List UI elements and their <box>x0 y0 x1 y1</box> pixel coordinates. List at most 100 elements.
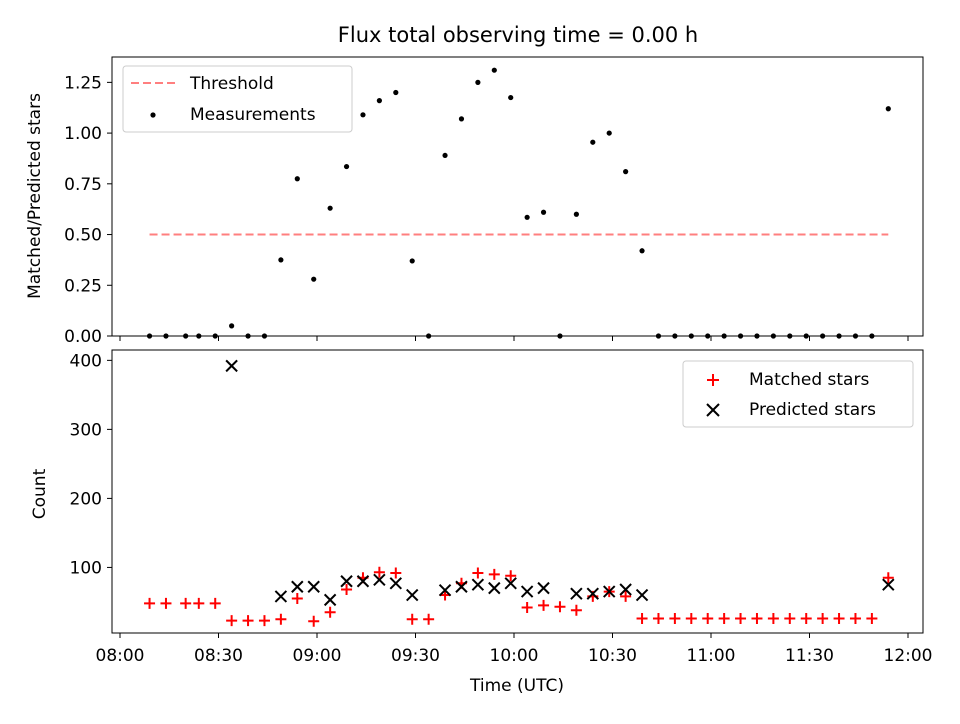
bottom-y-tick-label: 300 <box>70 420 102 440</box>
measurement-point <box>294 176 300 182</box>
measurement-point <box>540 209 547 215</box>
measurement-point <box>524 214 530 220</box>
bottom-y-tick-label: 400 <box>70 351 102 371</box>
matched-star-point <box>390 567 402 579</box>
matched-star-point <box>488 568 500 580</box>
matched-star-point <box>373 566 385 578</box>
predicted-star-point <box>438 583 452 597</box>
matched-star-point <box>160 597 172 609</box>
legend-measurements-label: Measurements <box>190 105 316 125</box>
matched-star-point <box>685 613 697 625</box>
matched-star-point <box>144 597 156 609</box>
bottom-legend: Matched stars Predicted stars <box>682 360 914 428</box>
matched-star-point <box>702 613 714 625</box>
chart-title: Flux total observing time = 0.00 h <box>338 23 698 47</box>
top-y-tick-label: 0.75 <box>64 175 102 195</box>
matched-star-point <box>472 567 484 579</box>
top-panel: 0.00 0.25 0.50 0.75 1.00 1.25 Matched/Predict… <box>25 56 924 347</box>
matched-star-point <box>669 613 681 625</box>
matched-star-point <box>538 599 550 611</box>
bottom-x-tick-label: 09:30 <box>391 646 440 666</box>
predicted-star-point <box>307 580 320 593</box>
legend-predicted-label: Predicted stars <box>749 400 876 420</box>
measurement-point <box>885 106 891 112</box>
legend-matched-swatch <box>707 374 719 386</box>
matched-star-point <box>636 613 648 625</box>
bottom-x-tick-label: 11:00 <box>687 646 736 666</box>
matched-star-point <box>735 613 747 625</box>
measurement-point <box>376 98 382 104</box>
top-axes-frame <box>111 56 924 337</box>
predicted-star-point <box>586 587 600 600</box>
matched-star-point <box>258 615 270 627</box>
top-legend: Threshold Measurements <box>122 65 353 133</box>
predicted-star-point <box>603 585 616 598</box>
predicted-star-point <box>520 585 534 598</box>
measurement-point <box>360 112 366 118</box>
measurement-point <box>475 79 481 85</box>
measurement-point <box>442 152 448 159</box>
measurement-point <box>573 211 579 217</box>
matched-star-point <box>800 613 812 625</box>
bottom-x-tick-label: 11:30 <box>785 646 834 666</box>
predicted-star-point <box>537 581 550 595</box>
measurement-point <box>491 67 497 73</box>
matched-star-point <box>718 613 730 625</box>
measurement-point <box>639 248 645 254</box>
matched-star-point <box>784 613 796 625</box>
matched-star-point <box>833 613 845 625</box>
predicted-star-point <box>406 588 419 602</box>
matched-star-point <box>554 601 566 613</box>
top-legend-box <box>122 65 353 133</box>
measurement-point <box>229 323 235 329</box>
bottom-x-ticks: 08:00 08:30 09:00 09:30 10:00 10:30 11:00 11:30… <box>96 633 933 666</box>
top-y-tick-label: 0.00 <box>64 327 102 347</box>
bottom-x-tick-label: 10:30 <box>588 646 637 666</box>
predicted-star-point <box>455 580 468 593</box>
top-y-tick-label: 1.00 <box>64 124 102 144</box>
bottom-legend-box <box>682 360 914 428</box>
predicted-star-point <box>291 580 304 593</box>
bottom-y-tick-label: 200 <box>70 489 102 509</box>
bottom-x-axis-label: Time (UTC) <box>469 676 564 696</box>
matched-star-point <box>652 613 664 625</box>
matched-star-point <box>324 606 336 618</box>
matched-star-point <box>242 615 254 627</box>
matched-star-point <box>308 615 320 627</box>
predicted-star-point <box>225 359 238 373</box>
matched-star-point <box>849 613 861 625</box>
bottom-x-tick-label: 08:00 <box>96 646 145 666</box>
matched-star-point <box>882 572 894 584</box>
matched-star-point <box>817 613 829 625</box>
predicted-star-point <box>504 577 517 590</box>
predicted-star-point <box>619 583 632 596</box>
matched-star-point <box>275 613 287 625</box>
matched-star-point <box>209 597 221 609</box>
matched-star-point <box>180 597 192 609</box>
top-y-tick-label: 0.25 <box>64 276 102 296</box>
bottom-axes-frame <box>111 349 924 634</box>
matched-star-point <box>193 597 205 609</box>
predicted-star-point <box>340 575 353 588</box>
predicted-star-point <box>570 587 583 600</box>
matched-star-point <box>521 601 533 613</box>
matched-star-point <box>505 570 517 582</box>
measurement-point <box>606 130 612 136</box>
matched-star-point <box>866 613 878 625</box>
matched-star-point <box>767 613 779 625</box>
bottom-marks <box>144 359 895 627</box>
predicted-star-point <box>635 588 649 602</box>
bottom-y-ticks: 100 200 300 400 <box>70 351 112 578</box>
predicted-star-point <box>356 575 370 588</box>
matched-star-point <box>341 584 353 596</box>
bottom-y-tick-label: 100 <box>70 558 102 578</box>
legend-predicted-swatch <box>706 403 720 417</box>
predicted-star-point <box>323 593 337 607</box>
top-y-tick-label: 1.25 <box>64 73 102 93</box>
bottom-x-tick-label: 08:30 <box>194 646 243 666</box>
bottom-x-tick-label: 12:00 <box>884 646 933 666</box>
measurement-point <box>311 276 317 282</box>
legend-measurements-swatch <box>150 112 156 118</box>
predicted-star-point <box>488 581 501 595</box>
